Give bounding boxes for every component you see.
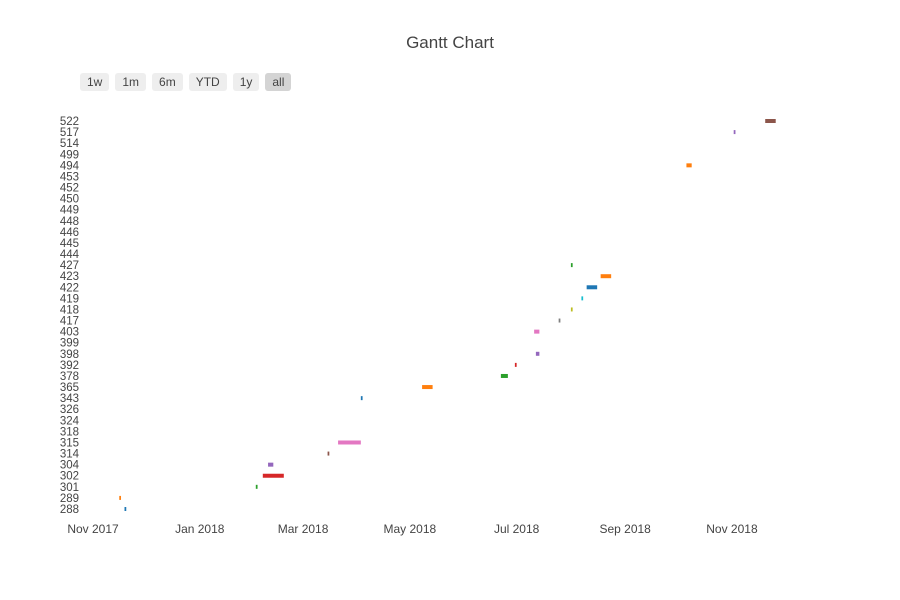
y-tick-label: 288 xyxy=(60,504,79,516)
task-bar-392[interactable] xyxy=(514,362,517,367)
task-bar-427[interactable] xyxy=(570,263,573,268)
x-tick-label: Nov 2017 xyxy=(67,522,119,536)
y-tick-label: 398 xyxy=(60,349,79,361)
task-bar-522[interactable] xyxy=(765,119,776,123)
task-bars xyxy=(119,119,776,511)
task-bar-517[interactable] xyxy=(733,130,736,135)
y-tick-label: 494 xyxy=(60,160,80,172)
x-axis: Nov 2017 Jan 2018 Mar 2018 May 2018 Jul 2018… xyxy=(67,522,758,536)
task-bar-304[interactable] xyxy=(268,462,274,467)
y-tick-label: 304 xyxy=(60,460,80,472)
task-bar-398[interactable] xyxy=(535,351,540,356)
task-bar-423[interactable] xyxy=(600,274,612,279)
task-bar-403[interactable] xyxy=(534,329,540,334)
task-bar-289[interactable] xyxy=(119,495,122,500)
x-tick-label: Jan 2018 xyxy=(175,522,225,536)
task-bar-494[interactable] xyxy=(686,163,692,168)
y-tick-label: 365 xyxy=(60,382,79,394)
y-tick-label: 517 xyxy=(60,127,79,139)
y-tick-label: 301 xyxy=(60,482,79,494)
task-bar-422[interactable] xyxy=(586,285,598,290)
task-bar-378[interactable] xyxy=(500,373,508,378)
y-tick-label: 289 xyxy=(60,493,79,505)
y-tick-label: 453 xyxy=(60,171,79,183)
range-button-all[interactable]: all xyxy=(265,73,292,91)
range-button-1y[interactable]: 1y xyxy=(232,73,260,91)
y-tick-label: 343 xyxy=(60,393,79,405)
y-tick-label: 452 xyxy=(60,183,79,195)
y-tick-label: 444 xyxy=(60,249,80,261)
x-tick-label: May 2018 xyxy=(383,522,436,536)
y-tick-label: 427 xyxy=(60,260,79,272)
x-tick-label: Jul 2018 xyxy=(494,522,540,536)
y-tick-label: 324 xyxy=(60,415,80,427)
y-tick-label: 422 xyxy=(60,282,79,294)
x-tick-label: Sep 2018 xyxy=(599,522,651,536)
range-button-ytd[interactable]: YTD xyxy=(188,73,227,91)
y-tick-label: 446 xyxy=(60,227,79,239)
range-button-6m[interactable]: 6m xyxy=(152,73,183,91)
y-tick-label: 514 xyxy=(60,138,80,150)
chart-title: Gantt Chart xyxy=(406,33,494,52)
y-tick-label: 423 xyxy=(60,271,79,283)
y-tick-label: 499 xyxy=(60,149,79,161)
y-tick-label: 522 xyxy=(60,116,79,128)
y-tick-label: 315 xyxy=(60,437,79,449)
y-tick-label: 314 xyxy=(60,449,80,461)
y-tick-label: 448 xyxy=(60,216,79,228)
task-bar-288[interactable] xyxy=(124,507,127,511)
y-tick-label: 417 xyxy=(60,316,79,328)
y-tick-label: 418 xyxy=(60,304,79,316)
task-bar-314[interactable] xyxy=(327,451,330,456)
y-tick-label: 445 xyxy=(60,238,79,250)
y-tick-label: 450 xyxy=(60,194,79,206)
y-tick-label: 419 xyxy=(60,293,79,305)
y-tick-label: 392 xyxy=(60,360,79,372)
task-bar-302[interactable] xyxy=(262,473,284,478)
task-bar-365[interactable] xyxy=(422,385,433,390)
y-tick-label: 318 xyxy=(60,426,79,438)
task-bar-343[interactable] xyxy=(360,396,363,401)
y-axis: 2882893013023043143153183243263433653783… xyxy=(60,116,80,516)
x-tick-label: Mar 2018 xyxy=(278,522,329,536)
range-button-1m[interactable]: 1m xyxy=(115,73,147,91)
y-tick-label: 326 xyxy=(60,404,79,416)
task-bar-418[interactable] xyxy=(570,307,573,312)
task-bar-301[interactable] xyxy=(255,484,258,489)
x-tick-label: Nov 2018 xyxy=(706,522,758,536)
task-bar-315[interactable] xyxy=(338,440,361,445)
range-selector: 1w 1m 6m YTD 1y all xyxy=(80,73,292,91)
task-bar-417[interactable] xyxy=(558,318,561,323)
y-tick-label: 302 xyxy=(60,471,79,483)
range-button-1w[interactable]: 1w xyxy=(80,73,110,91)
y-tick-label: 378 xyxy=(60,371,79,383)
y-tick-label: 403 xyxy=(60,327,79,339)
task-bar-419[interactable] xyxy=(581,296,584,301)
y-tick-label: 399 xyxy=(60,338,79,350)
y-tick-label: 449 xyxy=(60,205,79,217)
